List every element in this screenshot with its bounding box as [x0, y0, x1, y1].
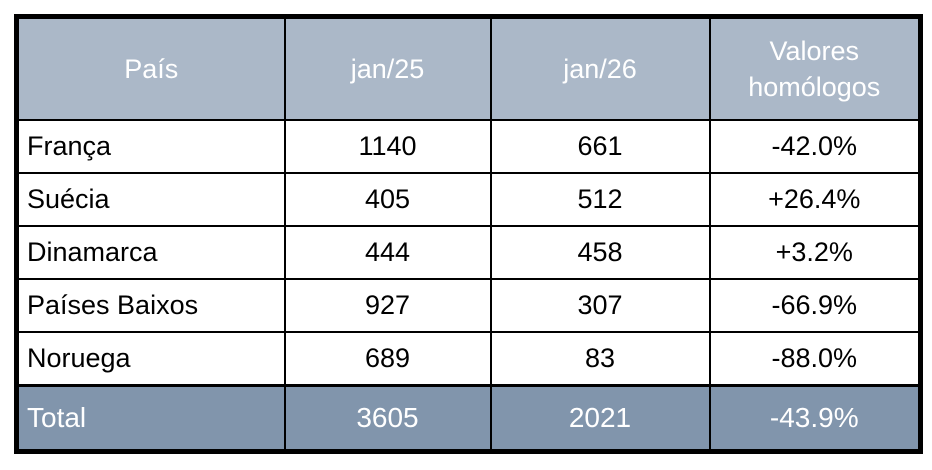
cell-total-valores-homologos: -43.9%	[708, 384, 922, 453]
cell-valores-homologos: +3.2%	[708, 225, 922, 280]
cell-jan25-value: 444	[283, 225, 492, 280]
table-row-noruega: Noruega 689 83 -88.0%	[15, 331, 922, 387]
cell-country: Noruega	[15, 331, 286, 387]
cell-jan25-value: 689	[283, 331, 492, 387]
cell-jan25-value: 1140	[283, 119, 492, 174]
cell-total-label: Total	[15, 384, 286, 453]
table-row-dinamarca: Dinamarca 444 458 +3.2%	[15, 225, 922, 280]
table-row-franca: França 1140 661 -42.0%	[15, 119, 922, 174]
cell-country: Dinamarca	[15, 225, 286, 280]
table-header: País jan/25 jan/26 Valores homólogos	[15, 15, 922, 121]
table-row-suecia: Suécia 405 512 +26.4%	[15, 172, 922, 227]
column-header-pais: País	[15, 15, 286, 121]
cell-country: França	[15, 119, 286, 174]
cell-jan26-value: 458	[489, 225, 711, 280]
cell-jan26-value: 83	[489, 331, 711, 387]
cell-country: Suécia	[15, 172, 286, 227]
cell-jan26-value: 307	[489, 278, 711, 333]
cell-valores-homologos: -66.9%	[708, 278, 922, 333]
column-header-valores-homologos: Valores homólogos	[708, 15, 922, 121]
column-header-jan25: jan/25	[283, 15, 492, 121]
cell-valores-homologos: -88.0%	[708, 331, 922, 387]
cell-total-jan25: 3605	[283, 384, 492, 453]
cell-jan26-value: 661	[489, 119, 711, 174]
cell-jan26-value: 512	[489, 172, 711, 227]
table-row-paises-baixos: Países Baixos 927 307 -66.9%	[15, 278, 922, 333]
cell-total-jan26: 2021	[489, 384, 711, 453]
table-row-total: Total 3605 2021 -43.9%	[15, 384, 922, 453]
cell-country: Países Baixos	[15, 278, 286, 333]
column-header-jan26: jan/26	[489, 15, 711, 121]
cell-jan25-value: 405	[283, 172, 492, 227]
header-row: País jan/25 jan/26 Valores homólogos	[15, 15, 922, 121]
table-body: França 1140 661 -42.0% Suécia 405 512 +2…	[15, 119, 922, 453]
cell-valores-homologos: -42.0%	[708, 119, 922, 174]
country-values-table: País jan/25 jan/26 Valores homólogos Fra…	[14, 14, 923, 454]
cell-jan25-value: 927	[283, 278, 492, 333]
cell-valores-homologos: +26.4%	[708, 172, 922, 227]
country-values-table-container: País jan/25 jan/26 Valores homólogos Fra…	[14, 14, 923, 454]
